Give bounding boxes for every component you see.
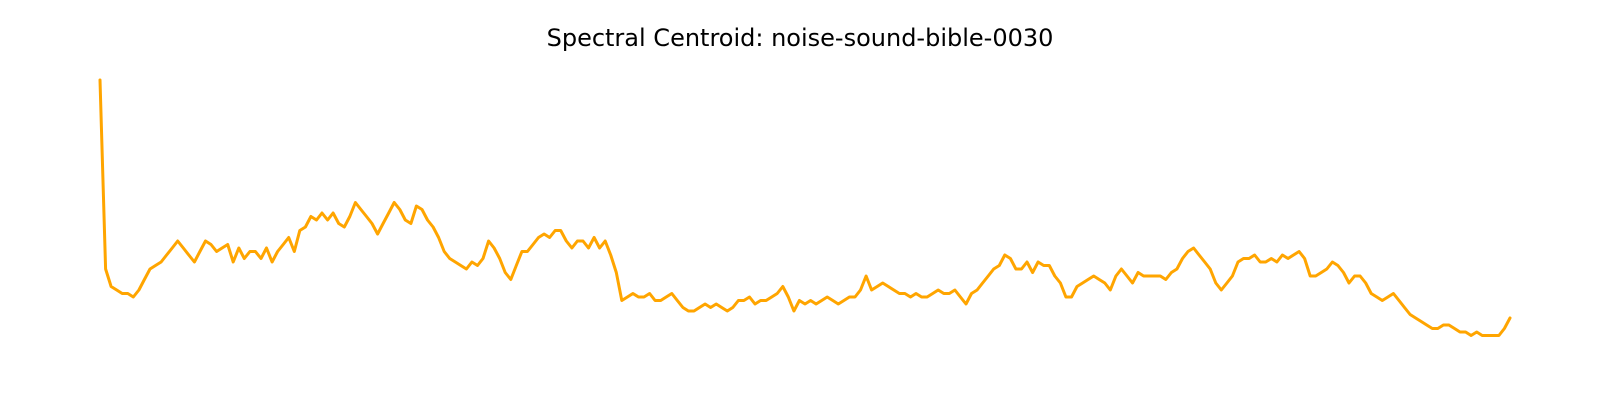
chart-title: Spectral Centroid: noise-sound-bible-003… — [546, 24, 1054, 52]
plot-area — [98, 78, 1512, 337]
series-line-0 — [98, 78, 1512, 337]
